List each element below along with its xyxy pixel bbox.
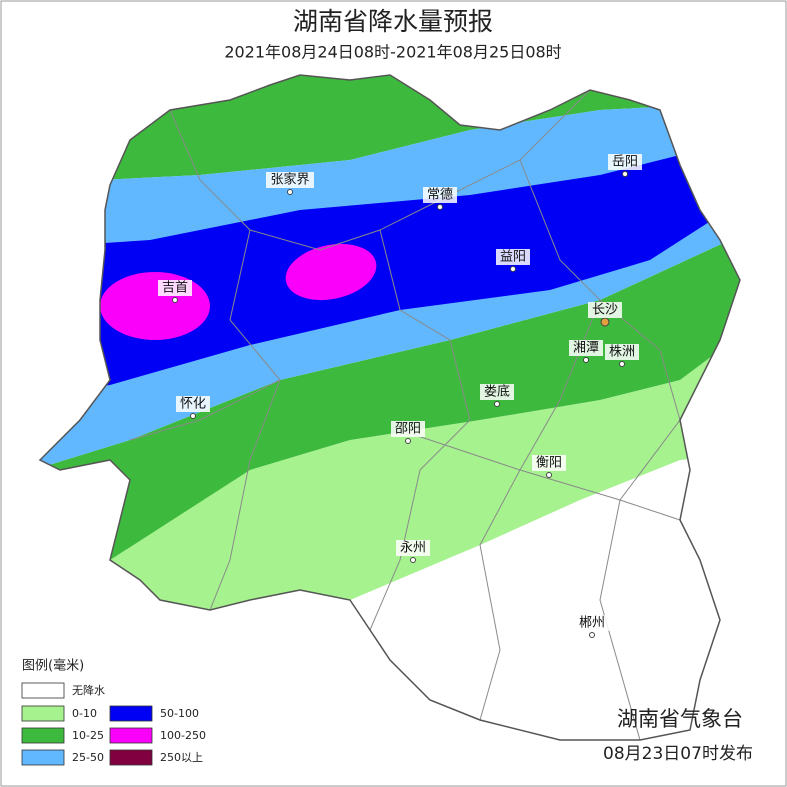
city-dot xyxy=(583,357,589,363)
legend: 图例(毫米) 无降水 0-10 10-25 25-50 50-100 100-250 250… xyxy=(21,658,206,766)
legend-label: 0-10 xyxy=(72,707,97,720)
city-label: 郴州 xyxy=(579,616,605,631)
legend-label: 50-100 xyxy=(160,707,199,720)
legend-label: 250以上 xyxy=(160,751,203,764)
legend-swatch xyxy=(109,727,153,744)
city-label-bg xyxy=(266,172,314,188)
legend-label: 无降水 xyxy=(72,683,105,697)
city-label-bg xyxy=(496,249,530,265)
city-dot xyxy=(410,557,416,563)
city-label-bg xyxy=(588,302,622,318)
city-label-bg xyxy=(532,455,566,471)
legend-swatch xyxy=(21,749,65,766)
city-dot xyxy=(437,204,443,210)
city-dot xyxy=(546,472,552,478)
legend-swatch xyxy=(21,727,65,744)
city-label-bg xyxy=(396,540,430,556)
city-dot xyxy=(600,317,610,327)
city-label: 娄底 xyxy=(484,384,510,400)
city-label: 长沙 xyxy=(592,303,618,318)
city-label-bg xyxy=(158,280,192,296)
city-label: 张家界 xyxy=(270,172,309,188)
city-label: 常德 xyxy=(427,188,453,203)
legend-swatch xyxy=(21,705,65,722)
legend-swatch xyxy=(109,705,153,722)
city-dot xyxy=(494,401,500,407)
city-label: 邵阳 xyxy=(395,422,421,437)
city-label-bg xyxy=(480,384,514,400)
legend-swatch xyxy=(21,682,65,699)
city-label-bg xyxy=(575,615,609,631)
band-10-25-north xyxy=(40,75,740,185)
city-label: 衡阳 xyxy=(536,456,562,471)
map-subtitle: 2021年08月24日08时-2021年08月25日08时 xyxy=(224,43,561,62)
issuer: 湖南省气象台 xyxy=(617,707,743,731)
legend-label: 25-50 xyxy=(72,751,104,764)
city-dot xyxy=(589,632,595,638)
legend-label: 10-25 xyxy=(72,729,104,742)
band-100-250 xyxy=(285,243,377,301)
city-label: 湘潭 xyxy=(573,341,599,356)
city-label-bg xyxy=(608,154,642,170)
city-dot xyxy=(287,189,293,195)
city-label-bg xyxy=(605,344,639,360)
legend-title: 图例(毫米) xyxy=(22,658,84,674)
legend-swatch xyxy=(109,749,153,766)
issue-time: 08月23日07时发布 xyxy=(603,744,753,764)
city-label: 永州 xyxy=(400,541,426,556)
city-label: 岳阳 xyxy=(612,155,638,170)
city-label-bg xyxy=(176,396,210,412)
city-label: 吉首 xyxy=(162,281,188,296)
city-label: 怀化 xyxy=(180,397,206,412)
city-label: 益阳 xyxy=(500,250,526,265)
city-label-bg xyxy=(391,421,425,437)
band-50-100 xyxy=(40,140,740,400)
city-dot xyxy=(172,297,178,303)
city-dot xyxy=(405,438,411,444)
city-dot xyxy=(619,361,625,367)
city-dot xyxy=(622,171,628,177)
legend-label: 100-250 xyxy=(160,729,206,742)
city-label: 株洲 xyxy=(609,345,635,360)
band-10-25 xyxy=(40,230,740,600)
city-label-bg xyxy=(423,187,457,203)
city-dot xyxy=(190,413,196,419)
map-title: 湖南省降水量预报 xyxy=(293,7,493,36)
band-100-250 xyxy=(100,272,210,340)
city-dot xyxy=(510,266,516,272)
city-label-bg xyxy=(569,340,603,356)
